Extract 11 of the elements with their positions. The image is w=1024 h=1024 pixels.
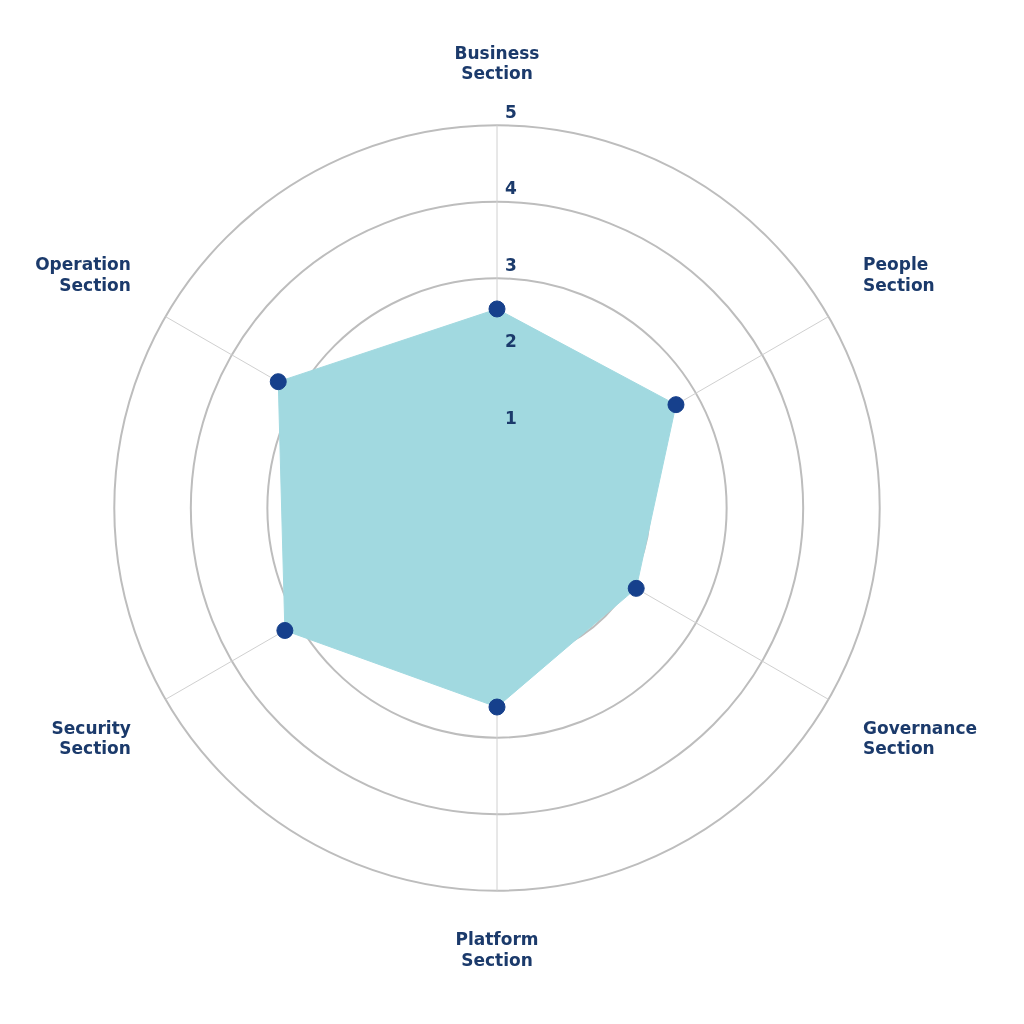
spoke-label: Business Section bbox=[454, 43, 540, 84]
spoke-label: Platform Section bbox=[455, 929, 539, 970]
y-tick-label: 3 bbox=[505, 254, 517, 275]
y-tick-label: 2 bbox=[505, 331, 517, 352]
spoke-label: Governance Section bbox=[863, 717, 978, 759]
spoke-label: People Section bbox=[863, 254, 935, 295]
spoke-label: Operation Section bbox=[35, 254, 131, 295]
y-tick-label: 4 bbox=[505, 178, 518, 199]
spoke-label: Security Section bbox=[51, 717, 131, 759]
y-tick-label: 5 bbox=[505, 101, 517, 122]
y-tick-label: 1 bbox=[505, 407, 517, 428]
